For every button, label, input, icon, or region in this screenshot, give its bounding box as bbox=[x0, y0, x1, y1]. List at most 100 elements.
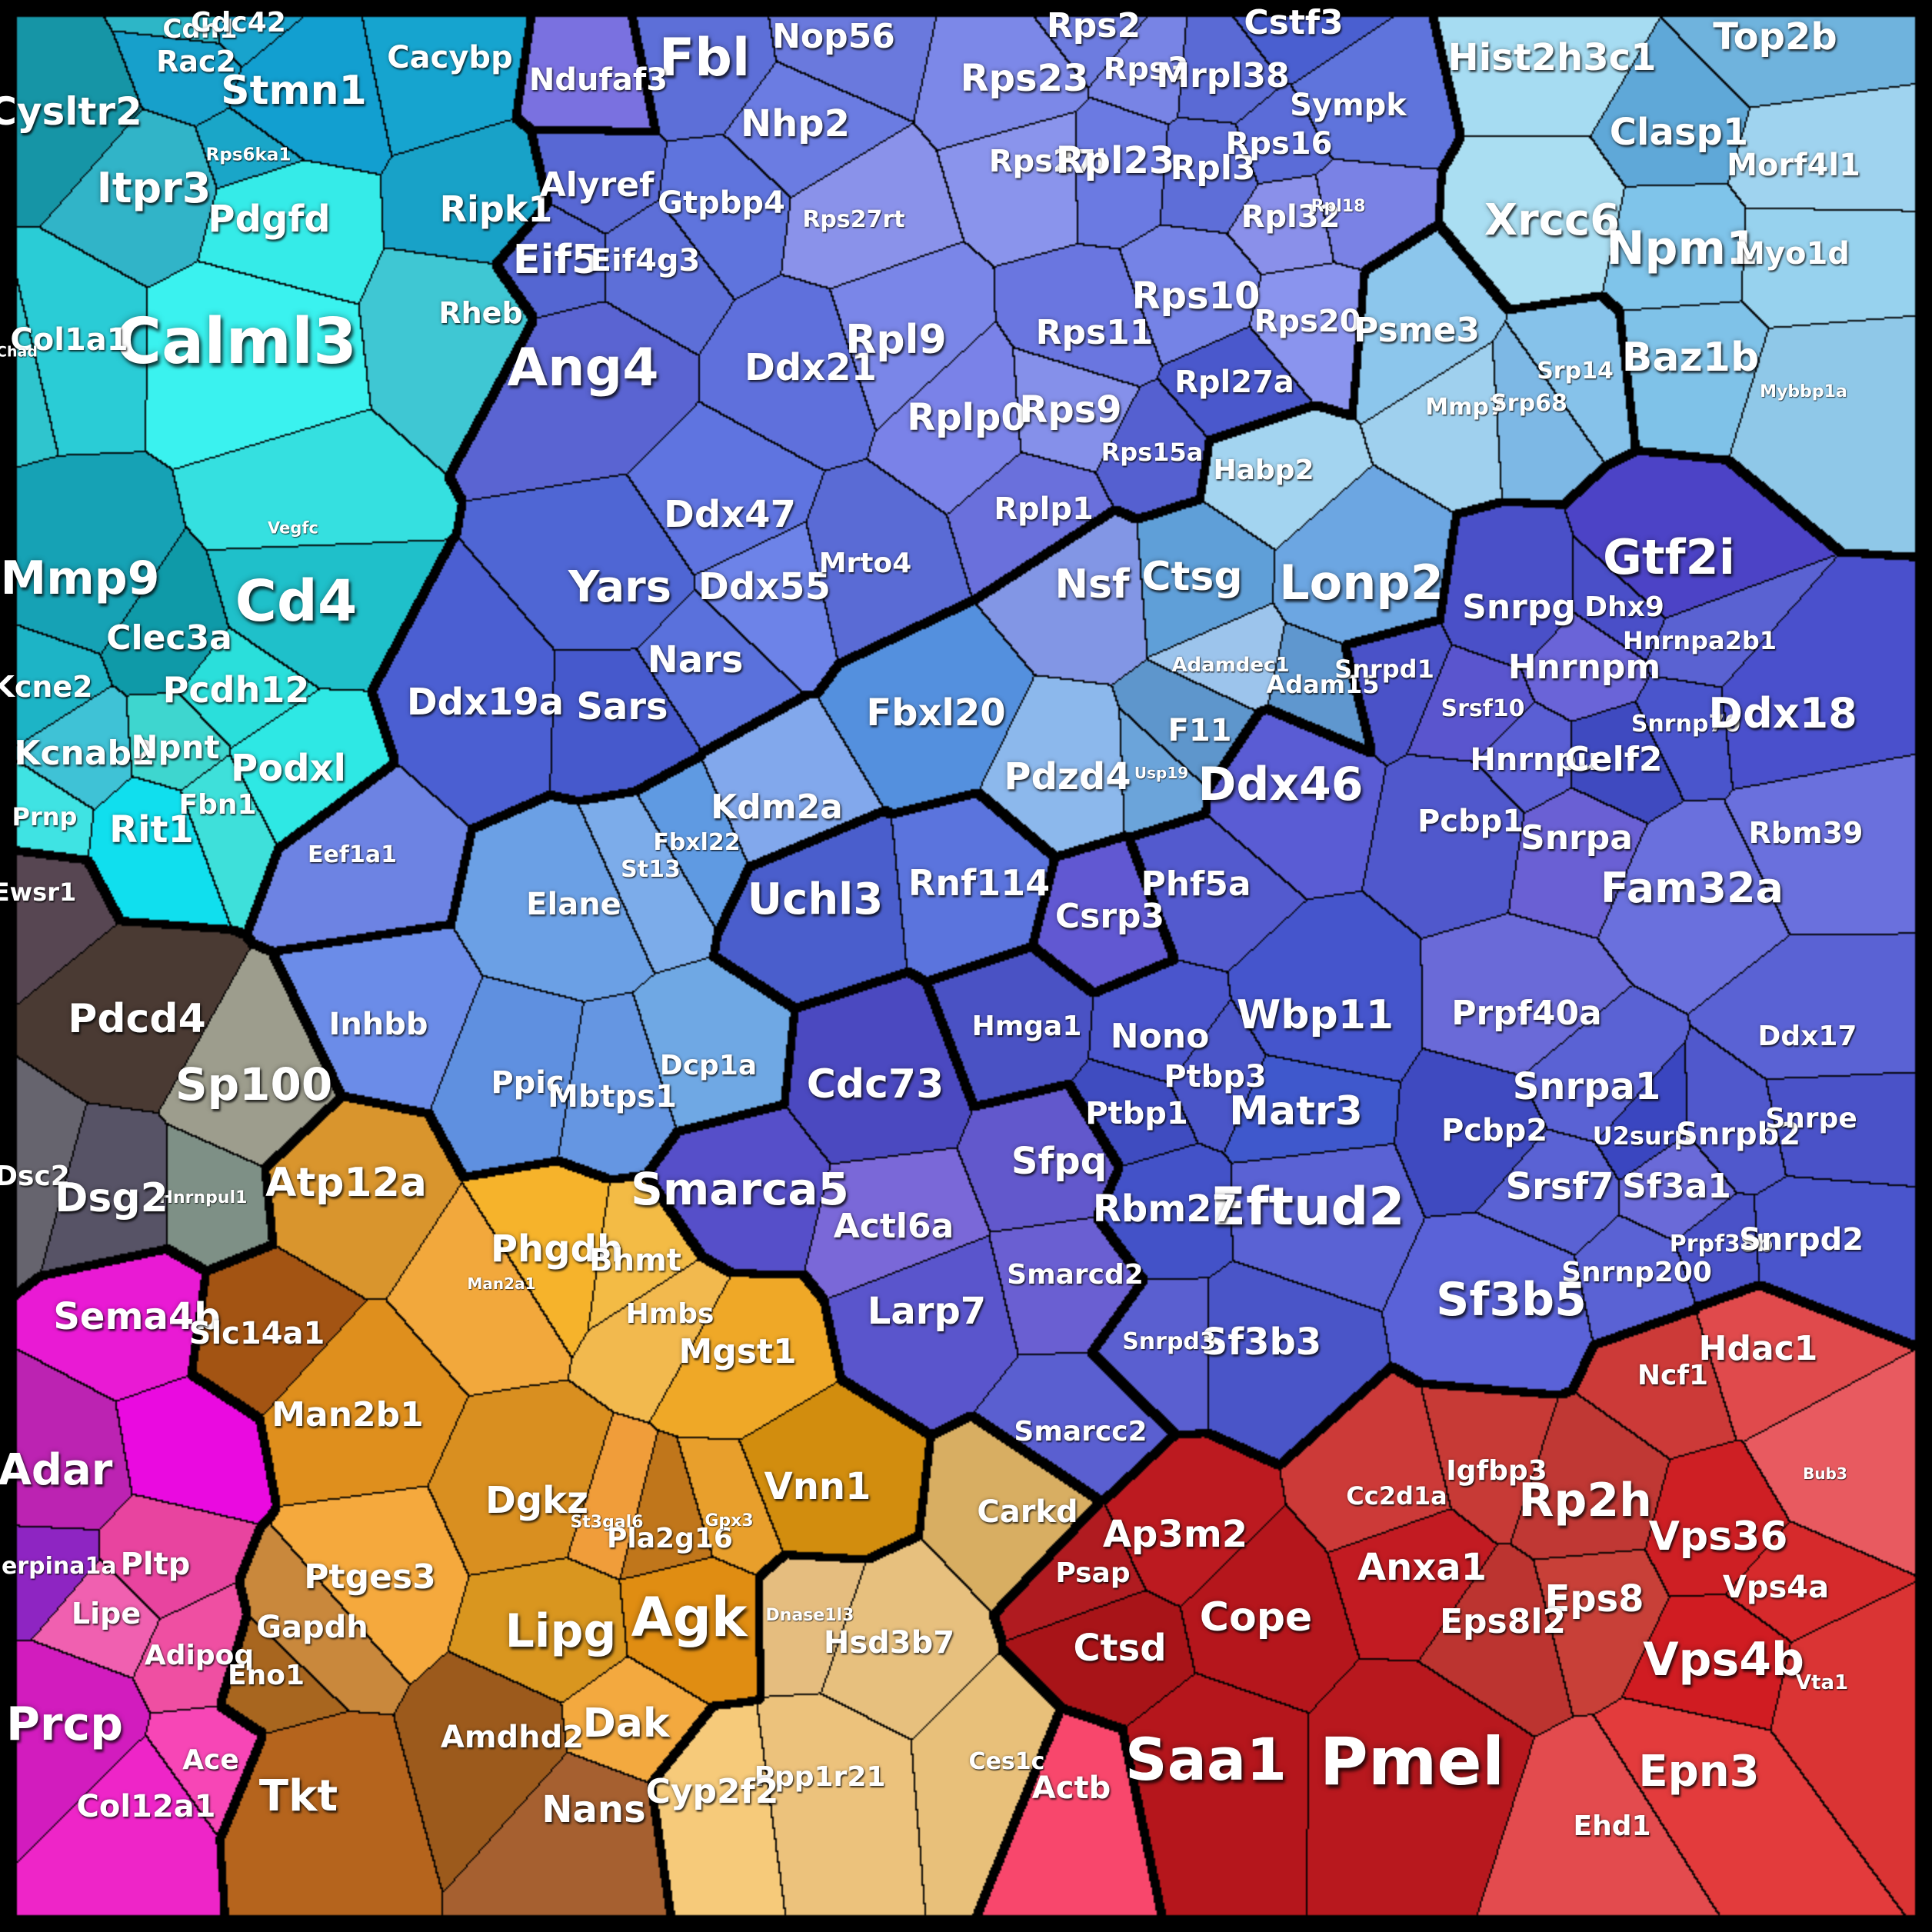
cell-label-mmp9: Mmp9 bbox=[0, 551, 160, 605]
cell-label-atp12a: Atp12a bbox=[265, 1160, 427, 1206]
cell-label-snrpa1: Snrpa1 bbox=[1512, 1065, 1661, 1108]
cell-label-ddx17: Ddx17 bbox=[1757, 1021, 1857, 1052]
cell-label-uchl3: Uchl3 bbox=[747, 874, 884, 924]
cell-label-nop56: Nop56 bbox=[772, 17, 895, 56]
cell-label-rps2: Rps2 bbox=[1046, 6, 1141, 45]
cell-label-pcbp1: Pcbp1 bbox=[1417, 804, 1524, 839]
cell-label-xrcc6: Xrcc6 bbox=[1484, 195, 1621, 245]
cell-label-sympk: Sympk bbox=[1290, 88, 1407, 123]
cell-label-clec3a: Clec3a bbox=[106, 618, 232, 658]
cell-label-ddx47: Ddx47 bbox=[664, 493, 796, 536]
cell-label-pdzd4: Pdzd4 bbox=[1004, 755, 1131, 798]
cell-label-inhbb: Inhbb bbox=[328, 1007, 428, 1042]
cell-label-dsg2: Dsg2 bbox=[55, 1175, 168, 1221]
cell-label-carkd: Carkd bbox=[977, 1494, 1078, 1530]
cell-label-morf4l1: Morf4l1 bbox=[1727, 148, 1860, 183]
cell-label-psap: Psap bbox=[1055, 1557, 1131, 1589]
cell-label-cdh1: Cdh1 bbox=[162, 14, 238, 45]
cell-label-rp2h: Rp2h bbox=[1518, 1474, 1652, 1527]
cell-label-fbn1: Fbn1 bbox=[178, 789, 257, 821]
cell-label-lonp2: Lonp2 bbox=[1279, 555, 1444, 611]
cell-label-rbm27: Rbm27 bbox=[1092, 1188, 1238, 1231]
cell-label-vps4b: Vps4b bbox=[1643, 1633, 1804, 1687]
cell-label-serpina1a: Serpina1a bbox=[0, 1553, 117, 1580]
cell-label-rps9: Rps9 bbox=[1019, 388, 1122, 431]
cell-label-fam32a: Fam32a bbox=[1600, 864, 1784, 912]
cell-label-srsf10: Srsf10 bbox=[1441, 695, 1525, 722]
cell-label-chad: Chad bbox=[0, 343, 38, 361]
cell-label-agk: Agk bbox=[631, 1586, 748, 1649]
cell-label-rps15a: Rps15a bbox=[1101, 438, 1204, 467]
cell-label-yars: Yars bbox=[568, 562, 672, 612]
cell-label-ndufaf3: Ndufaf3 bbox=[528, 62, 668, 98]
cell-label-myo1d: Myo1d bbox=[1734, 236, 1850, 271]
cell-label-ctsg: Ctsg bbox=[1141, 554, 1243, 600]
cell-label-rit1: Rit1 bbox=[109, 808, 194, 851]
cell-label-nsf: Nsf bbox=[1054, 561, 1130, 608]
cell-label-srp68: Srp68 bbox=[1491, 390, 1567, 417]
cell-label-pcdh12: Pcdh12 bbox=[162, 669, 310, 711]
cell-label-rps3: Rps3 bbox=[1103, 52, 1189, 87]
cell-label-actl6a: Actl6a bbox=[833, 1207, 954, 1246]
cell-label-cyp2f2: Cyp2f2 bbox=[645, 1772, 779, 1811]
cell-label-nhp2: Nhp2 bbox=[740, 102, 851, 145]
cell-label-rps16: Rps16 bbox=[1225, 126, 1333, 162]
cell-label-dcp1a: Dcp1a bbox=[659, 1050, 758, 1081]
cell-label-kcne2: Kcne2 bbox=[0, 670, 93, 704]
cell-label-pdgfd: Pdgfd bbox=[208, 198, 331, 241]
cell-label-rps10: Rps10 bbox=[1131, 275, 1261, 318]
cell-label-ces1c: Ces1c bbox=[968, 1748, 1045, 1775]
cell-label-ncf1: Ncf1 bbox=[1637, 1360, 1709, 1391]
cell-label-mbtps1: Mbtps1 bbox=[548, 1079, 677, 1114]
cell-label-snrpd1: Snrpd1 bbox=[1334, 655, 1434, 684]
cell-label-baz1b: Baz1b bbox=[1621, 335, 1760, 381]
cell-label-prpf40a: Prpf40a bbox=[1451, 994, 1602, 1033]
cell-label-cdc73: Cdc73 bbox=[806, 1061, 944, 1108]
cell-label-ppp1r21: Ppp1r21 bbox=[754, 1761, 886, 1793]
cell-label-sp100: Sp100 bbox=[175, 1058, 333, 1111]
cell-label-rpl3: Rpl3 bbox=[1170, 148, 1256, 188]
cell-label-ddx21: Ddx21 bbox=[744, 346, 877, 389]
cell-label-fbxl20: Fbxl20 bbox=[866, 691, 1006, 734]
cell-label-hnrnpa2b1: Hnrnpa2b1 bbox=[1622, 626, 1777, 655]
cell-label-nars: Nars bbox=[647, 638, 744, 681]
cell-label-calml3: Calml3 bbox=[115, 305, 358, 378]
cell-label-prcp: Prcp bbox=[5, 1697, 124, 1751]
cell-label-eftud2: Eftud2 bbox=[1210, 1177, 1405, 1237]
cell-label-nans: Nans bbox=[541, 1788, 646, 1831]
cell-label-eif4g3: Eif4g3 bbox=[590, 243, 701, 278]
cell-label-rnf114: Rnf114 bbox=[908, 862, 1051, 904]
cell-label-eps8: Eps8 bbox=[1544, 1577, 1644, 1621]
cell-label-smarcc2: Smarcc2 bbox=[1014, 1416, 1148, 1447]
cell-label-col1a1: Col1a1 bbox=[10, 322, 128, 358]
cell-label-rplp1: Rplp1 bbox=[994, 491, 1094, 527]
cell-label-ddx19a: Ddx19a bbox=[406, 681, 565, 724]
cell-label-rpl9: Rpl9 bbox=[845, 317, 947, 363]
cell-label-ctsd: Ctsd bbox=[1073, 1627, 1167, 1670]
cell-label-man2a1: Man2a1 bbox=[467, 1274, 536, 1293]
cell-label-usp19: Usp19 bbox=[1134, 764, 1189, 782]
cell-label-ddx55: Ddx55 bbox=[698, 565, 831, 608]
cell-label-fbxl22: Fbxl22 bbox=[653, 829, 741, 856]
cell-label-man2b1: Man2b1 bbox=[271, 1395, 424, 1434]
cell-label-cope: Cope bbox=[1199, 1594, 1313, 1641]
cell-label-rps27rt: Rps27rt bbox=[802, 206, 905, 233]
cell-label-hnrnpm: Hnrnpm bbox=[1507, 648, 1661, 687]
cell-label-csrp3: Csrp3 bbox=[1054, 897, 1165, 936]
cell-label-snrpg: Snrpg bbox=[1462, 588, 1576, 627]
cell-label-f11: F11 bbox=[1168, 713, 1232, 748]
cell-label-pmel: Pmel bbox=[1319, 1724, 1505, 1800]
cell-label-psme3: Psme3 bbox=[1354, 311, 1480, 350]
cell-label-gtpbp4: Gtpbp4 bbox=[658, 185, 785, 221]
cell-label-st13: St13 bbox=[621, 856, 681, 883]
cell-label-dsc2: Dsc2 bbox=[0, 1161, 70, 1192]
cell-label-bhmt: Bhmt bbox=[589, 1243, 681, 1278]
cell-label-celf2: Celf2 bbox=[1564, 740, 1663, 779]
cell-label-sf3b3: Sf3b3 bbox=[1201, 1321, 1322, 1364]
cell-label-mybbp1a: Mybbp1a bbox=[1760, 382, 1847, 401]
cell-label-hist2h3c1: Hist2h3c1 bbox=[1447, 36, 1657, 79]
cell-label-rheb: Rheb bbox=[438, 296, 523, 330]
cell-label-ptges3: Ptges3 bbox=[304, 1557, 436, 1597]
cell-label-pltp: Pltp bbox=[120, 1547, 191, 1582]
